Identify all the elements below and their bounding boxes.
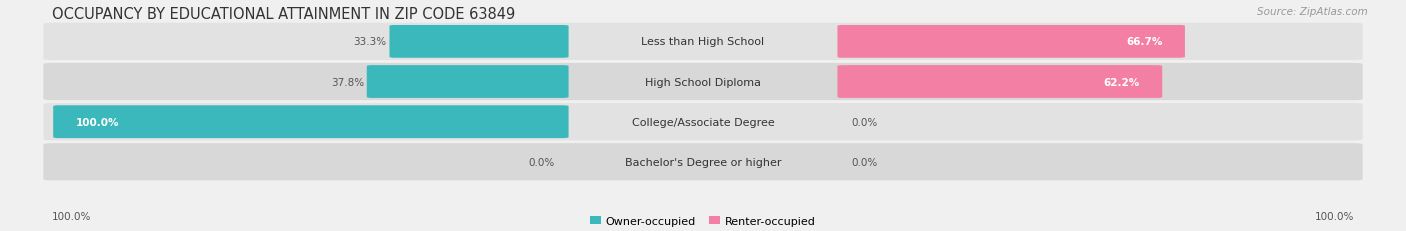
Text: 37.8%: 37.8% — [330, 77, 364, 87]
Text: 100.0%: 100.0% — [52, 211, 91, 221]
Text: Less than High School: Less than High School — [641, 37, 765, 47]
FancyBboxPatch shape — [389, 26, 568, 58]
Text: 62.2%: 62.2% — [1104, 77, 1140, 87]
FancyBboxPatch shape — [44, 103, 1362, 141]
Text: Bachelor's Degree or higher: Bachelor's Degree or higher — [624, 157, 782, 167]
Text: Source: ZipAtlas.com: Source: ZipAtlas.com — [1257, 7, 1368, 17]
FancyBboxPatch shape — [44, 24, 1362, 61]
Text: OCCUPANCY BY EDUCATIONAL ATTAINMENT IN ZIP CODE 63849: OCCUPANCY BY EDUCATIONAL ATTAINMENT IN Z… — [52, 7, 515, 22]
FancyBboxPatch shape — [44, 144, 1362, 181]
FancyBboxPatch shape — [367, 66, 568, 98]
Text: 66.7%: 66.7% — [1126, 37, 1163, 47]
Legend: Owner-occupied, Renter-occupied: Owner-occupied, Renter-occupied — [586, 212, 820, 231]
Text: 100.0%: 100.0% — [1315, 211, 1354, 221]
Text: 100.0%: 100.0% — [76, 117, 120, 127]
Text: 0.0%: 0.0% — [852, 117, 877, 127]
FancyBboxPatch shape — [53, 106, 568, 138]
Text: 33.3%: 33.3% — [353, 37, 387, 47]
Text: College/Associate Degree: College/Associate Degree — [631, 117, 775, 127]
FancyBboxPatch shape — [838, 66, 1163, 98]
Text: 0.0%: 0.0% — [529, 157, 554, 167]
Text: 0.0%: 0.0% — [852, 157, 877, 167]
FancyBboxPatch shape — [44, 64, 1362, 101]
Text: High School Diploma: High School Diploma — [645, 77, 761, 87]
FancyBboxPatch shape — [838, 26, 1185, 58]
